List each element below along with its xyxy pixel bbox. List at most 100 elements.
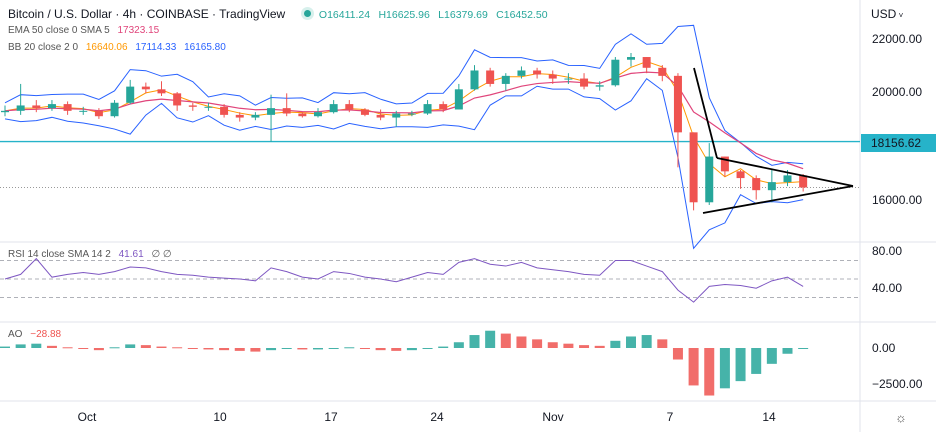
currency-selector[interactable]: USD ˅ xyxy=(871,7,903,21)
ao-bar xyxy=(610,340,621,348)
ao-bar xyxy=(266,348,277,351)
time-tick: Nov xyxy=(542,410,564,424)
candle-body xyxy=(752,178,761,191)
candle-body xyxy=(173,93,182,106)
candle-body xyxy=(611,59,620,86)
ao-bar xyxy=(62,347,73,349)
horizontal-line-price-tag: 18156.62 xyxy=(861,134,936,152)
rsi-bands xyxy=(0,260,860,298)
candle-body xyxy=(157,89,166,94)
ohlc-high: H16625.96 xyxy=(378,9,430,21)
ao-bar xyxy=(219,348,230,351)
gear-icon[interactable]: ☼ xyxy=(895,410,907,425)
candle-body xyxy=(627,57,635,60)
bb-basis-line xyxy=(4,60,804,184)
candle-body xyxy=(126,86,135,103)
candle-body xyxy=(720,156,729,172)
bb-legend[interactable]: BB 20 close 2 0 16640.06 17114.33 16165.… xyxy=(8,42,231,53)
ao-bar xyxy=(751,348,762,374)
ao-bar xyxy=(594,345,605,348)
rsi-legend[interactable]: RSI 14 close SMA 14 2 41.61 ∅ ∅ xyxy=(8,249,177,260)
rsi-label: RSI 14 close SMA 14 2 xyxy=(8,249,111,260)
candle-body xyxy=(32,105,41,109)
trend-line-down[interactable] xyxy=(693,67,718,159)
candle-body xyxy=(63,104,72,111)
ao-bar xyxy=(203,348,214,350)
time-tick: Oct xyxy=(77,410,97,424)
symbol-title[interactable]: Bitcoin / U.S. Dollar · 4h · COINBASE · … xyxy=(8,7,286,21)
triangle-drawing[interactable] xyxy=(693,67,854,214)
candle-body xyxy=(47,104,56,109)
candle-body xyxy=(486,70,495,84)
ao-bar xyxy=(766,348,777,364)
ao-bar xyxy=(172,347,183,349)
candle-body xyxy=(642,57,651,68)
ao-bar xyxy=(641,335,652,348)
ao-tick: −2500.00 xyxy=(872,377,923,391)
ao-bar xyxy=(719,348,730,389)
currency-label: USD xyxy=(871,7,897,21)
candle-body xyxy=(314,112,322,117)
candle-body xyxy=(345,104,354,110)
ao-bar xyxy=(46,345,57,348)
candle-body xyxy=(736,171,745,179)
ao-bar xyxy=(31,343,42,348)
candle-body xyxy=(141,86,150,90)
candle-body xyxy=(376,114,385,118)
candle-body xyxy=(783,175,792,183)
candle-body xyxy=(79,110,88,112)
candle-body xyxy=(767,182,776,191)
ema-label: EMA 50 close 0 SMA 5 xyxy=(8,25,110,36)
candle-body xyxy=(251,114,260,118)
triangle-upper-line[interactable] xyxy=(716,157,854,187)
candle-body xyxy=(1,110,9,113)
ao-bar xyxy=(532,339,543,348)
candle-body xyxy=(329,104,338,113)
candle-body xyxy=(799,175,808,188)
price-tick: 20000.00 xyxy=(872,85,923,99)
candle-body xyxy=(689,132,698,203)
ema-legend[interactable]: EMA 50 close 0 SMA 5 17323.15 xyxy=(8,25,164,36)
ao-bar xyxy=(156,346,167,348)
ao-bar xyxy=(563,343,574,348)
candle-body xyxy=(548,74,557,79)
candle-body xyxy=(407,113,416,115)
chevron-down-icon: ˅ xyxy=(896,11,904,20)
ao-bar xyxy=(109,347,120,349)
ao-bar xyxy=(125,344,136,348)
candle-body xyxy=(595,85,604,87)
candle-body xyxy=(517,70,526,76)
ao-histogram xyxy=(0,330,809,396)
ao-bar xyxy=(735,348,746,382)
candle-body xyxy=(282,108,291,114)
time-tick: 24 xyxy=(430,410,444,424)
ao-bar xyxy=(406,348,417,351)
candle-body xyxy=(94,110,103,117)
rsi-tick: 80.00 xyxy=(872,244,903,258)
price-tick: 16000.00 xyxy=(872,193,923,207)
ao-bar xyxy=(688,348,699,386)
ao-bar xyxy=(313,348,323,350)
triangle-lower-line[interactable] xyxy=(702,185,854,214)
ao-bar xyxy=(391,348,402,351)
ao-bar xyxy=(672,348,683,360)
candle-body xyxy=(360,109,369,115)
ema-value: 17323.15 xyxy=(117,25,160,36)
ao-bar xyxy=(78,348,89,349)
ao-bar xyxy=(234,348,245,351)
ohlc-low: L16379.69 xyxy=(438,9,488,21)
ao-bar xyxy=(798,348,809,349)
ao-bar xyxy=(187,348,198,349)
ao-bar xyxy=(375,348,386,351)
rsi-extra: ∅ ∅ xyxy=(151,249,172,260)
rsi-series-line xyxy=(4,257,804,303)
candle-body xyxy=(501,75,510,84)
ao-legend[interactable]: AO −28.88 xyxy=(8,329,66,340)
rsi-tick: 40.00 xyxy=(872,281,903,295)
bb-lower-value: 16165.80 xyxy=(184,42,226,53)
rsi-value: 41.61 xyxy=(118,249,144,260)
ao-bar xyxy=(469,335,480,348)
bb-upper-value: 17114.33 xyxy=(135,42,177,53)
